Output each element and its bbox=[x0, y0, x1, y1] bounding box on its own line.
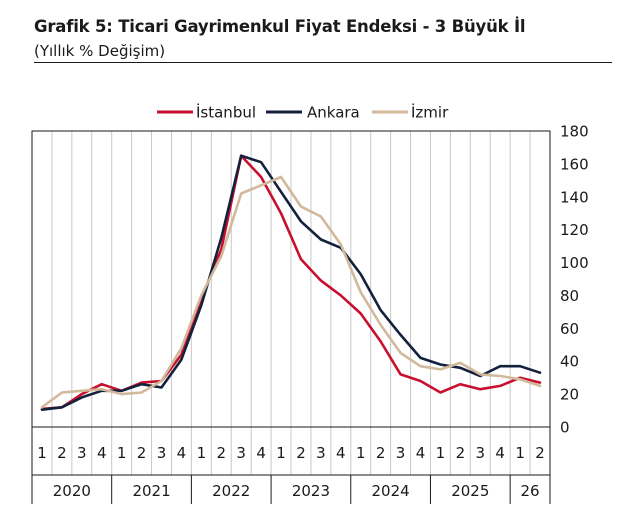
legend: İstanbul Ankara İzmir bbox=[157, 103, 449, 122]
x-quarter-label: 1 bbox=[276, 444, 286, 462]
legend-label-1: Ankara bbox=[307, 104, 360, 122]
x-quarter-label: 2 bbox=[535, 444, 545, 462]
x-quarter-label: 4 bbox=[97, 444, 107, 462]
legend-label-2: İzmir bbox=[411, 103, 449, 122]
plot-area-border bbox=[31, 130, 551, 428]
y-tick-label: 180 bbox=[560, 123, 589, 141]
x-quarter-label: 4 bbox=[177, 444, 187, 462]
legend-label-0: İstanbul bbox=[196, 103, 256, 122]
y-tick-label: 0 bbox=[560, 419, 570, 437]
x-quarter-label: 1 bbox=[37, 444, 47, 462]
x-quarter-label: 1 bbox=[436, 444, 446, 462]
x-quarter-label: 4 bbox=[256, 444, 266, 462]
y-tick-label: 60 bbox=[560, 320, 579, 338]
x-quarter-label: 2 bbox=[57, 444, 67, 462]
y-tick-label: 20 bbox=[560, 386, 579, 404]
x-year-label: 2020 bbox=[53, 482, 91, 500]
x-quarter-label: 2 bbox=[216, 444, 226, 462]
x-quarter-label: 2 bbox=[456, 444, 466, 462]
x-year-label: 26 bbox=[521, 482, 540, 500]
y-tick-label: 120 bbox=[560, 221, 589, 239]
y-tick-label: 40 bbox=[560, 353, 579, 371]
x-quarter-label: 2 bbox=[376, 444, 386, 462]
x-quarter-label: 1 bbox=[197, 444, 207, 462]
x-quarter-label: 1 bbox=[117, 444, 127, 462]
plot-frame bbox=[31, 130, 551, 504]
y-tick-label: 100 bbox=[560, 254, 589, 272]
grid bbox=[51, 131, 531, 504]
x-quarter-label: 3 bbox=[157, 444, 167, 462]
title-rule bbox=[34, 62, 612, 63]
x-quarter-label: 1 bbox=[515, 444, 525, 462]
x-quarter-label: 4 bbox=[336, 444, 346, 462]
x-year-label: 2021 bbox=[132, 482, 170, 500]
y-axis: 0 20 40 60 80 100 120 140 160 180 bbox=[560, 123, 589, 437]
x-year-label: 2024 bbox=[372, 482, 410, 500]
x-year-label: 2025 bbox=[451, 482, 489, 500]
x-quarter-label: 3 bbox=[77, 444, 87, 462]
chart-subtitle: (Yıllık % Değişim) bbox=[34, 42, 166, 60]
x-year-label: 2022 bbox=[212, 482, 250, 500]
y-tick-label: 160 bbox=[560, 155, 589, 173]
x-quarter-label: 4 bbox=[416, 444, 426, 462]
y-tick-label: 80 bbox=[560, 287, 579, 305]
x-quarter-label: 3 bbox=[396, 444, 406, 462]
chart-title: Grafik 5: Ticari Gayrimenkul Fiyat Endek… bbox=[34, 17, 526, 36]
series-lines bbox=[40, 154, 542, 412]
x-quarter-label: 2 bbox=[296, 444, 306, 462]
y-tick-label: 140 bbox=[560, 188, 589, 206]
x-year-label: 2023 bbox=[292, 482, 330, 500]
series-line-2 bbox=[40, 175, 542, 409]
x-quarter-label: 4 bbox=[495, 444, 505, 462]
x-quarter-label: 2 bbox=[137, 444, 147, 462]
x-quarter-label: 1 bbox=[356, 444, 366, 462]
x-quarter-label: 3 bbox=[316, 444, 326, 462]
series-line-1 bbox=[40, 154, 542, 412]
x-quarter-label: 3 bbox=[475, 444, 485, 462]
x-quarter-label: 3 bbox=[236, 444, 246, 462]
